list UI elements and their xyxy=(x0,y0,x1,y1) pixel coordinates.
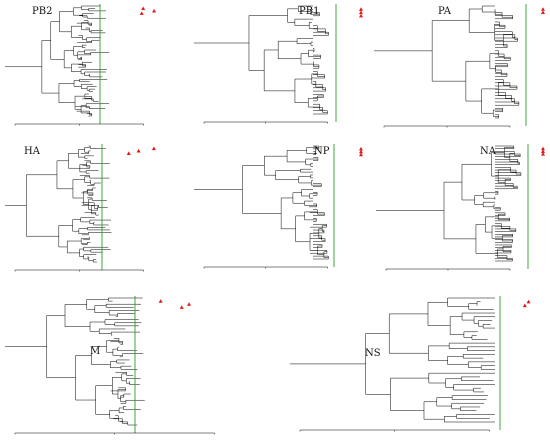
tree-svg-na: NA xyxy=(376,144,545,271)
study-strain-marker-icon xyxy=(141,6,146,11)
study-strain-marker-icon xyxy=(541,152,545,156)
taxa-labels xyxy=(496,6,541,118)
tree-svg-pa: PA xyxy=(374,4,545,128)
tree-branches xyxy=(5,5,110,117)
study-strain-marker-icon xyxy=(358,10,363,15)
tree-panel-ha: HA xyxy=(0,140,184,278)
tree-panel-pa: PA xyxy=(368,0,550,132)
time-axis xyxy=(14,269,144,272)
segment-title: HA xyxy=(24,146,41,157)
study-strain-marker-icon xyxy=(187,302,192,306)
study-strain-marker-icon xyxy=(179,305,184,309)
study-strain-marker-icon xyxy=(151,146,156,151)
segment-title: PA xyxy=(438,6,452,17)
segment-title: M xyxy=(90,346,100,357)
tree-svg-pb1: PB1 xyxy=(194,4,363,124)
time-axis xyxy=(385,268,511,271)
tree-branches xyxy=(194,5,329,115)
tree-branches xyxy=(5,145,112,263)
tree-svg-pb2: PB2 xyxy=(5,4,157,126)
time-axis xyxy=(383,125,511,128)
study-strain-marker-icon xyxy=(136,148,141,153)
tree-branches xyxy=(194,145,329,260)
segment-title: NA xyxy=(480,146,497,157)
study-strain-marker-icon xyxy=(541,149,545,153)
taxa-labels xyxy=(111,298,183,425)
study-strain-marker-icon xyxy=(152,8,157,13)
study-strain-marker-icon xyxy=(541,10,545,14)
tree-svg-m: M xyxy=(5,296,215,435)
study-strain-marker-icon xyxy=(359,13,363,18)
study-strain-marker-icon xyxy=(139,11,144,15)
tree-panel-na: NA xyxy=(368,140,550,278)
tree-svg-np: NP xyxy=(194,144,363,269)
tree-panel-pb1: PB1 xyxy=(184,0,368,132)
study-strain-marker-icon xyxy=(541,7,545,11)
tree-svg-ha: HA xyxy=(5,144,156,272)
time-axis xyxy=(299,429,490,432)
study-strain-marker-icon xyxy=(522,303,527,308)
study-strain-marker-icon xyxy=(126,151,131,156)
study-strain-marker-icon xyxy=(158,299,163,303)
tree-svg-ns: NS xyxy=(290,296,531,432)
study-strain-marker-icon xyxy=(359,149,363,154)
tree-branches xyxy=(376,145,522,262)
segment-title: PB2 xyxy=(32,6,52,17)
tree-panel-np: NP xyxy=(184,140,368,278)
tree-branches xyxy=(374,5,520,119)
study-strain-marker-icon xyxy=(541,146,545,151)
tree-branches xyxy=(290,297,495,423)
tree-panel-m: M xyxy=(0,288,275,440)
study-strain-marker-icon xyxy=(359,152,363,157)
time-axis xyxy=(14,123,144,126)
study-strain-marker-icon xyxy=(359,7,363,11)
time-axis xyxy=(203,121,328,124)
time-axis xyxy=(14,432,215,435)
time-axis xyxy=(203,266,328,269)
segment-title: NP xyxy=(314,146,330,157)
tree-panel-ns: NS xyxy=(275,288,550,440)
tree-branches xyxy=(5,297,145,426)
segment-title: NS xyxy=(365,348,381,359)
tree-panel-pb2: PB2 xyxy=(0,0,184,132)
study-strain-marker-icon xyxy=(526,299,531,304)
study-strain-marker-icon xyxy=(359,146,363,151)
